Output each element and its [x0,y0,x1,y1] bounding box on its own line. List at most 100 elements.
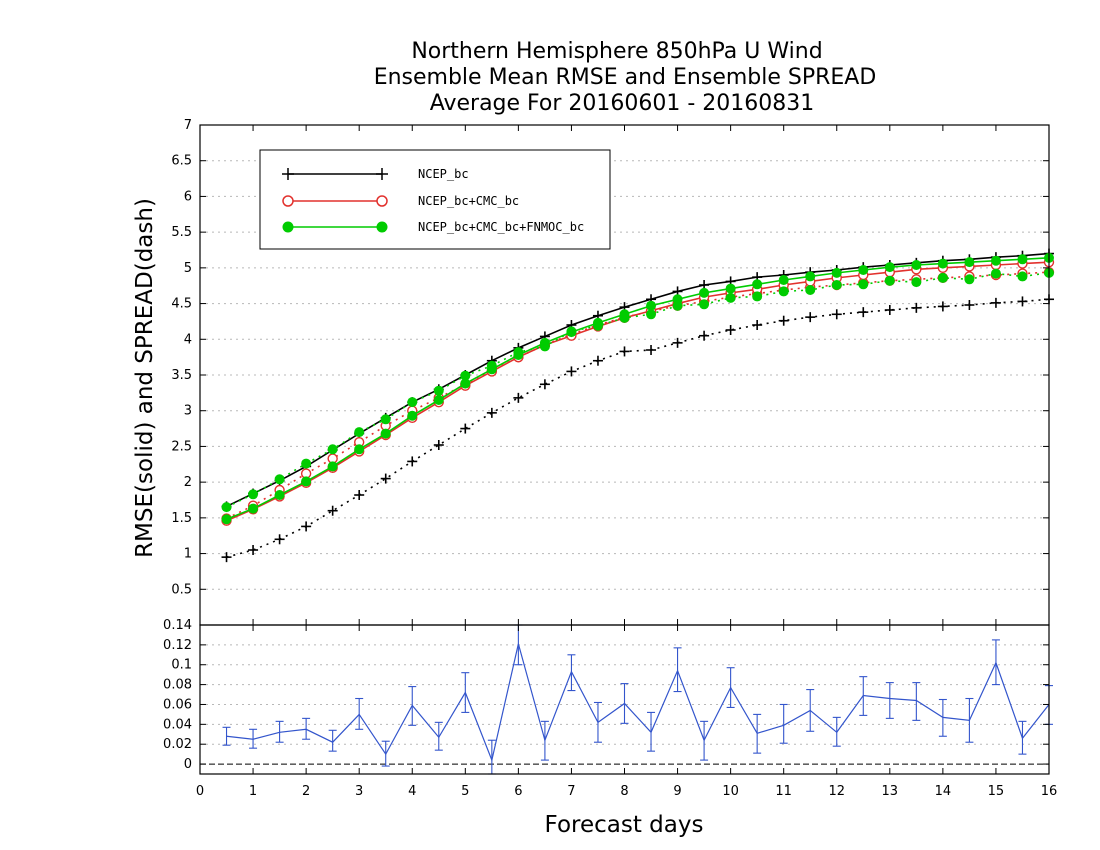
ncep-cmc-fnmoc-rmse-point [725,283,736,294]
bottom-ytick-label: 0.06 [163,697,192,712]
ncep-cmc-fnmoc-spread-line [226,272,1050,508]
bottom-panel-grid [200,624,1049,765]
ncep-cmc-fnmoc-rmse-point [407,410,418,421]
ncep-cmc-fnmoc-rmse-point [831,267,842,278]
ncep-cmc-fnmoc-spread-point [327,444,338,455]
ncep-spread-point [646,345,657,355]
ncep-cmc-fnmoc-rmse-point [221,514,232,525]
ncep-spread-point [274,534,285,545]
difference-layer [222,624,1053,775]
ncep-spread-point [964,300,975,310]
legend-label-ncep-cmc-fnmoc: NCEP_bc+CMC_bc+FNMOC_bc [418,220,584,234]
ncep-cmc-fnmoc-rmse-point [274,490,285,500]
legend: NCEP_bc NCEP_bc+CMC_bc NCEP_bc+CMC_bc+FN… [259,149,611,250]
xtick-label: 3 [355,784,363,799]
top-ytick-label: 2.5 [171,439,192,454]
ncep-spread-point [1017,296,1028,307]
ncep-cmc-fnmoc-spread-point [699,299,710,310]
xtick-label: 2 [302,784,310,799]
ncep-spread-point [805,312,816,323]
bottom-ytick-label: 0 [184,757,192,772]
xtick-label: 7 [567,784,575,799]
top-ytick-label: 1 [184,547,192,562]
ncep-cmc-fnmoc-rmse-point [964,257,975,268]
ncep-cmc-fnmoc-rmse-point [380,428,391,439]
ncep-spread-point [858,307,869,318]
legend-label-ncep: NCEP_bc [418,167,469,181]
ncep-cmc-fnmoc-spread-point [460,370,471,381]
ticks-layer: 0.5 1 1.5 2 2.5 3 3.5 4 4.5 5 5.5 6 6.5 7 0 0.02 0.04 0.0… [163,118,1057,799]
ncep-spread-line [226,298,1050,558]
ncep-cmc-fnmoc-spread-point [1017,271,1028,282]
top-ytick-label: 4.5 [171,297,192,312]
bottom-ytick-label: 0.12 [163,638,192,653]
ncep-cmc-fnmoc-rmse-point [699,287,710,298]
ncep-spread-point [752,320,763,330]
ncep-spread-point [513,392,524,403]
xtick-label: 8 [620,784,628,799]
top-ytick-label: 7 [184,118,192,133]
ncep-cmc-rmse-line [226,261,1050,522]
ncep-spread-point [725,325,736,335]
bottom-ytick-label: 0.08 [163,678,192,693]
ncep-cmc-fnmoc-rmse-point [433,395,444,405]
chart-title-line-2: Ensemble Mean RMSE and Ensemble SPREAD [374,65,877,90]
ncep-spread-point [248,545,259,555]
top-ytick-label: 4 [184,332,192,347]
ncep-cmc-fnmoc-rmse-point [592,317,603,328]
ncep-spread-point [301,521,312,532]
ncep-cmc-fnmoc-spread-point [858,279,869,290]
ncep-spread-point [327,505,338,516]
xtick-label: 12 [828,784,845,799]
ncep-cmc-fnmoc-rmse-point [301,476,312,487]
top-ytick-label: 5 [184,261,192,276]
ncep-cmc-fnmoc-spread-point [831,280,842,290]
ncep-spread-point [486,407,497,418]
top-ytick-label: 0.5 [171,582,192,597]
x-axis-title: Forecast days [545,812,704,838]
ncep-cmc-fnmoc-rmse-point [354,444,365,455]
ncep-cmc-fnmoc-spread-point [752,291,763,302]
ncep-cmc-fnmoc-spread-point [646,309,657,320]
ncep-cmc-fnmoc-spread-point [433,385,444,396]
top-ytick-label: 3 [184,404,192,419]
ncep-spread-point [990,297,1001,308]
ncep-cmc-fnmoc-rmse-point [248,503,259,514]
ncep-cmc-fnmoc-spread-point [248,489,259,500]
ncep-cmc-fnmoc-rmse-line [226,257,1050,521]
top-ytick-label: 5.5 [171,225,192,240]
xtick-label: 6 [514,784,522,799]
bottom-ytick-label: 0.02 [163,737,192,752]
ncep-cmc-fnmoc-rmse-point [672,294,683,305]
ncep-spread-point [884,305,895,315]
ncep-cmc-fnmoc-spread-point [911,277,922,288]
ncep-spread-point [778,315,789,326]
ncep-cmc-spread-line [226,271,1050,520]
ncep-cmc-fnmoc-spread-point [274,474,285,485]
ncep-cmc-fnmoc-rmse-point [937,258,948,269]
ncep-cmc-fnmoc-rmse-point [646,300,657,311]
xtick-label: 11 [775,784,792,799]
legend-marker-ncep-cmc-left [282,195,294,207]
bottom-ytick-label: 0.1 [171,658,192,673]
series-layer [221,248,1055,563]
ncep-spread-point [433,440,444,450]
ncep-spread-point [460,423,471,434]
xtick-label: 0 [196,784,204,799]
ncep-cmc-fnmoc-rmse-point [619,309,630,320]
difference-line [226,643,1050,763]
ncep-spread-point [221,552,232,563]
ncep-cmc-fnmoc-spread-point [301,458,312,469]
ncep-cmc-fnmoc-spread-point [937,272,948,283]
legend-marker-ncep [282,168,388,180]
chart-title-line-1: Northern Hemisphere 850hPa U Wind [411,39,822,64]
ncep-spread-point [592,355,603,366]
ncep-cmc-fnmoc-spread-point [778,286,789,297]
legend-marker-ncep-cmc-fnmoc-left [282,221,294,233]
ncep-cmc-fnmoc-spread-point [407,397,418,408]
ncep-cmc-fnmoc-rmse-point [1017,254,1028,265]
xtick-label: 14 [935,784,952,799]
legend-marker-ncep-cmc-fnmoc-right [376,221,388,233]
ncep-cmc-fnmoc-rmse-point [911,260,922,270]
ncep-cmc-fnmoc-rmse-point [884,262,895,273]
